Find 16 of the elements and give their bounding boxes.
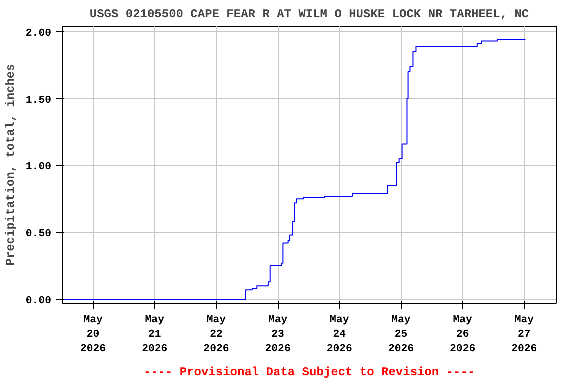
x-tick-label: May 21 2026 bbox=[142, 314, 168, 356]
x-tick-label: May 26 2026 bbox=[450, 314, 476, 356]
x-tick-label: May 24 2026 bbox=[326, 314, 352, 356]
y-tick-label: 0.50 bbox=[26, 228, 52, 241]
x-tick-label: May 27 2026 bbox=[512, 314, 538, 356]
y-axis-title: Precipitation, total, inches bbox=[4, 64, 18, 266]
x-tick-label: May 23 2026 bbox=[265, 314, 291, 356]
y-tick-label: 1.00 bbox=[26, 162, 52, 174]
y-tick-label: 0.00 bbox=[26, 295, 52, 308]
chart-title: USGS 02105500 CAPE FEAR R AT WILM O HUSKE LOCK NR TARHEEL, NC bbox=[90, 8, 530, 22]
x-tick-label: May 20 2026 bbox=[80, 314, 106, 356]
x-tick-label: May 22 2026 bbox=[204, 314, 230, 356]
text: ---- Provisional Data Subject to Revision ---- bbox=[144, 366, 476, 380]
y-tick-label: 1.50 bbox=[26, 94, 52, 107]
y-tick-label: 2.00 bbox=[26, 28, 52, 40]
x-tick-label: May 25 2026 bbox=[388, 314, 414, 356]
